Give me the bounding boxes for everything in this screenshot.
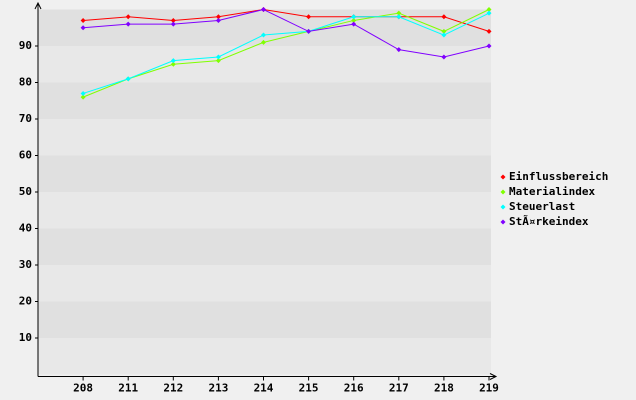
x-tick-label: 219 xyxy=(479,382,499,395)
grid-band xyxy=(38,301,491,338)
data-point xyxy=(125,14,131,20)
grid-band xyxy=(38,9,491,46)
series-line xyxy=(82,12,490,94)
data-point xyxy=(215,14,221,20)
grid-band xyxy=(38,265,491,302)
data-point xyxy=(486,10,492,16)
legend-marker xyxy=(500,174,506,180)
data-point xyxy=(170,17,176,23)
data-point xyxy=(170,58,176,64)
data-point xyxy=(261,7,266,12)
grid-band xyxy=(38,119,491,156)
x-tick-label: 213 xyxy=(208,382,228,395)
data-point xyxy=(80,94,86,100)
data-point xyxy=(125,76,131,82)
y-tick-label: 80 xyxy=(19,76,32,89)
legend-marker xyxy=(500,189,506,195)
data-point xyxy=(441,28,447,34)
x-tick-label: 212 xyxy=(163,382,183,395)
series-line xyxy=(83,8,490,32)
data-point xyxy=(486,43,492,49)
y-tick-label: 30 xyxy=(19,258,32,271)
data-point xyxy=(261,39,266,45)
data-point xyxy=(80,25,86,31)
x-tick-label: 216 xyxy=(344,382,364,395)
x-axis-arrow xyxy=(489,373,498,380)
y-tick-label: 20 xyxy=(19,295,32,308)
data-point xyxy=(486,7,492,12)
data-point xyxy=(215,58,221,64)
grid-band xyxy=(38,338,491,375)
grid-band xyxy=(38,192,491,229)
x-tick-label: 214 xyxy=(254,382,274,395)
y-tick-label: 40 xyxy=(19,222,32,235)
y-tick-label: 60 xyxy=(19,149,32,162)
legend-label: StÃ¤rkeindex xyxy=(509,215,589,228)
data-point xyxy=(306,28,312,34)
data-point xyxy=(80,90,86,96)
x-tick-label: 208 xyxy=(73,382,93,395)
data-point xyxy=(441,54,447,60)
legend-marker xyxy=(500,204,506,210)
data-point xyxy=(261,32,266,38)
data-point xyxy=(351,21,357,27)
series-line xyxy=(82,9,490,98)
data-point xyxy=(215,17,221,23)
data-point xyxy=(441,14,447,20)
legend-label: Steuerlast xyxy=(509,200,575,213)
x-tick-label: 215 xyxy=(299,382,319,395)
grid-band xyxy=(38,155,491,192)
y-tick-label: 10 xyxy=(19,331,32,344)
data-point xyxy=(306,14,312,20)
x-tick-label: 218 xyxy=(434,382,454,395)
data-point xyxy=(351,17,357,23)
grid-band xyxy=(38,46,491,83)
data-point xyxy=(396,14,402,20)
y-tick-label: 70 xyxy=(19,112,32,125)
series-line xyxy=(83,8,490,58)
data-point xyxy=(441,32,447,38)
grid-band xyxy=(38,82,491,119)
data-point xyxy=(215,54,221,60)
data-point xyxy=(396,47,402,53)
legend-label: Einflussbereich xyxy=(509,170,608,183)
y-tick-label: 50 xyxy=(19,185,32,198)
y-axis-arrow xyxy=(34,1,42,10)
x-tick-label: 211 xyxy=(118,382,138,395)
data-point xyxy=(486,28,492,34)
data-point xyxy=(125,21,131,27)
grid-band xyxy=(38,228,491,265)
y-tick-label: 90 xyxy=(19,39,32,52)
data-point xyxy=(396,10,402,16)
legend-marker xyxy=(500,219,506,225)
data-point xyxy=(80,17,86,23)
data-point xyxy=(170,61,176,67)
legend-label: Materialindex xyxy=(509,185,595,198)
x-tick-label: 217 xyxy=(389,382,409,395)
data-point xyxy=(170,21,176,27)
data-point xyxy=(351,14,357,20)
